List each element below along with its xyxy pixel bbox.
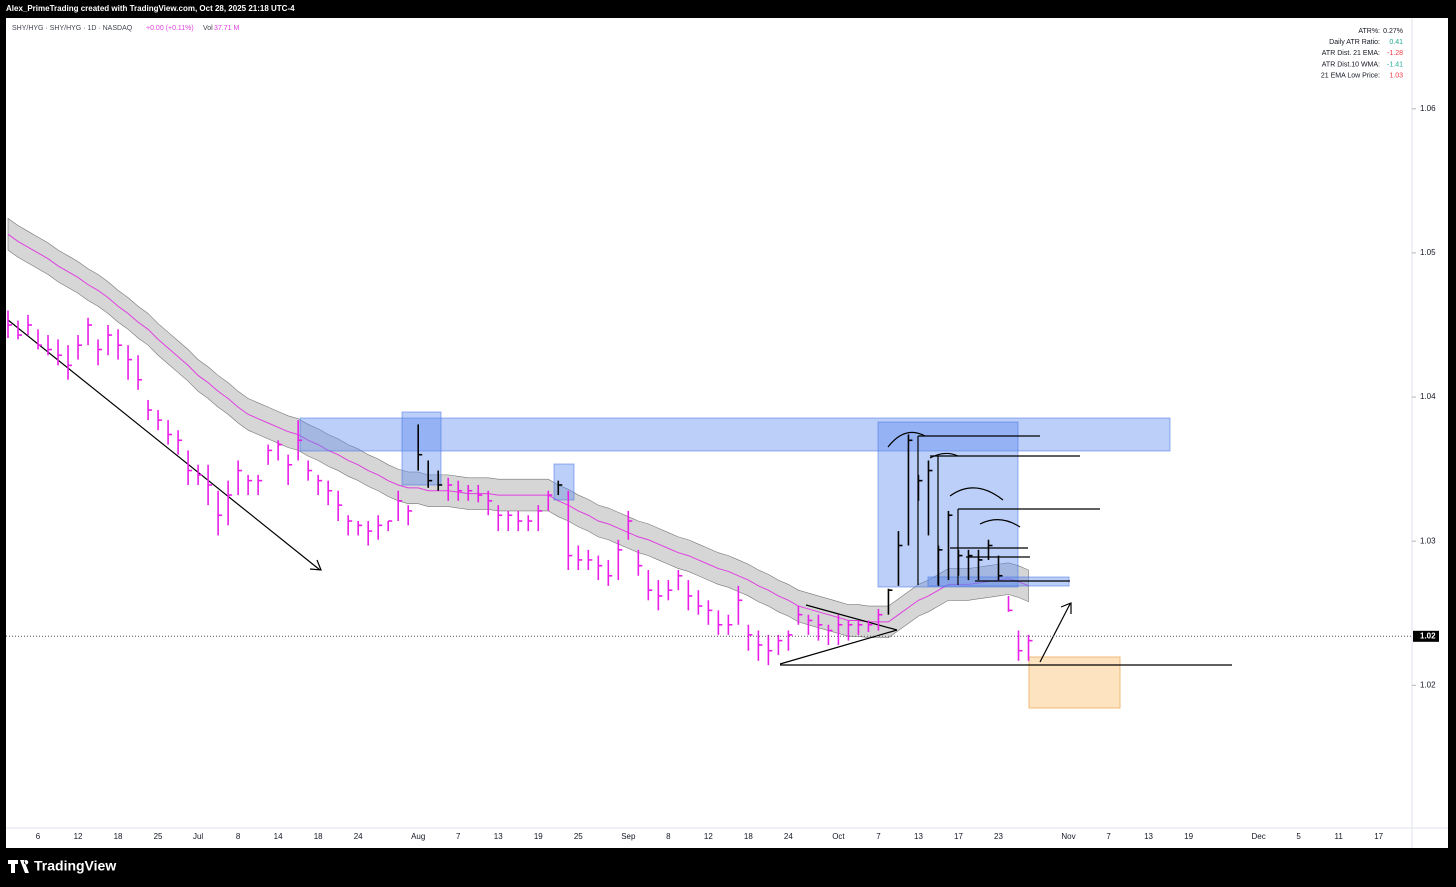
x-tick-label: 17	[1374, 832, 1383, 841]
x-tick-label: Aug	[411, 832, 425, 841]
zone	[299, 417, 1171, 452]
x-tick-label: Nov	[1061, 832, 1075, 841]
x-tick-label: 18	[114, 832, 123, 841]
info-value: 1.03	[1389, 73, 1403, 80]
x-tick-label: 7	[456, 832, 461, 841]
x-tick-label: 6	[36, 832, 41, 841]
x-tick-label: Sep	[621, 832, 636, 841]
x-tick-label: 19	[1184, 832, 1193, 841]
x-tick-label: 17	[954, 832, 963, 841]
x-tick-label: 18	[744, 832, 753, 841]
x-tick-label: 24	[354, 832, 363, 841]
info-label: ATR%:	[1358, 28, 1380, 35]
info-value: -1.28	[1387, 50, 1403, 57]
arc	[929, 452, 959, 459]
info-table: ATR%: 0.27%Daily ATR Ratio: 0.41 ATR Dist. …	[1321, 28, 1403, 80]
trend-line	[805, 604, 898, 631]
zone	[401, 411, 442, 486]
drawings	[7, 319, 1232, 709]
x-tick-label: 8	[666, 832, 671, 841]
x-tick-label: 13	[494, 832, 503, 841]
x-tick-label: Dec	[1252, 832, 1266, 841]
y-tick-label: 1.05	[1420, 248, 1436, 257]
legend-volume: 37.71 M	[214, 25, 239, 32]
chart-area	[6, 18, 1448, 848]
x-tick-label: Jul	[193, 832, 203, 841]
x-tick-label: 23	[994, 832, 1003, 841]
info-value: 0.27%	[1383, 28, 1403, 35]
x-tick-label: 7	[876, 832, 881, 841]
legend-change: +0.00 (+0.11%)	[146, 25, 194, 32]
info-label: 21 EMA Low Price:	[1321, 73, 1380, 80]
axis-layer: 1.02 1.03 1.04 1.05 1.06 6 12 18 25 Jul 8 14 18 24 Aug…	[6, 104, 1439, 841]
brand-name: TradingView	[34, 858, 116, 874]
x-tick-label: 11	[1335, 832, 1344, 841]
bars-layer	[7, 310, 1033, 666]
trend-arrow	[7, 319, 321, 571]
arc	[949, 487, 1004, 501]
x-tick-label: 19	[534, 832, 543, 841]
zone	[553, 463, 575, 501]
x-tick-label: 14	[274, 832, 283, 841]
last-price-box	[1413, 630, 1439, 642]
arrow-head	[1060, 602, 1072, 614]
header-text: Alex_PrimeTrading created with TradingVi…	[6, 4, 295, 13]
x-tick-label: Oct	[832, 832, 845, 841]
info-value: 0.41	[1389, 39, 1403, 46]
x-tick-label: 12	[74, 832, 83, 841]
info-label: Daily ATR Ratio:	[1329, 39, 1380, 46]
arrow-head	[309, 559, 322, 571]
x-tick-label: 18	[314, 832, 323, 841]
info-label: ATR Dist. 21 EMA:	[1322, 50, 1380, 57]
info-value: -1.41	[1387, 61, 1403, 68]
x-tick-label: 24	[784, 832, 793, 841]
brand: TradingView	[8, 858, 116, 874]
legend-volume-label: Vol	[203, 25, 213, 32]
arc	[979, 519, 1021, 528]
ema-band	[7, 217, 1029, 639]
y-tick-label: 1.03	[1420, 536, 1436, 545]
y-tick-label: 1.02	[1420, 680, 1436, 689]
brand-logo	[8, 860, 29, 873]
x-tick-label: 7	[1106, 832, 1111, 841]
legend-symbol: SHY/HYG · SHY/HYG · 1D · NASDAQ	[12, 25, 133, 32]
y-tick-label: 1.04	[1420, 392, 1436, 401]
last-price-label: 1.02	[1420, 631, 1436, 640]
projection-arrow	[1039, 603, 1071, 663]
info-label: ATR Dist.10 WMA:	[1322, 61, 1380, 68]
arc	[887, 431, 926, 448]
x-tick-label: 25	[154, 832, 163, 841]
x-tick-label: 13	[1144, 832, 1153, 841]
x-tick-label: 8	[236, 832, 241, 841]
x-tick-label: 5	[1296, 832, 1301, 841]
trend-line	[779, 629, 898, 665]
y-tick-label: 1.06	[1420, 104, 1436, 113]
x-tick-label: 12	[704, 832, 713, 841]
x-tick-label: 25	[574, 832, 583, 841]
x-tick-label: 13	[914, 832, 923, 841]
